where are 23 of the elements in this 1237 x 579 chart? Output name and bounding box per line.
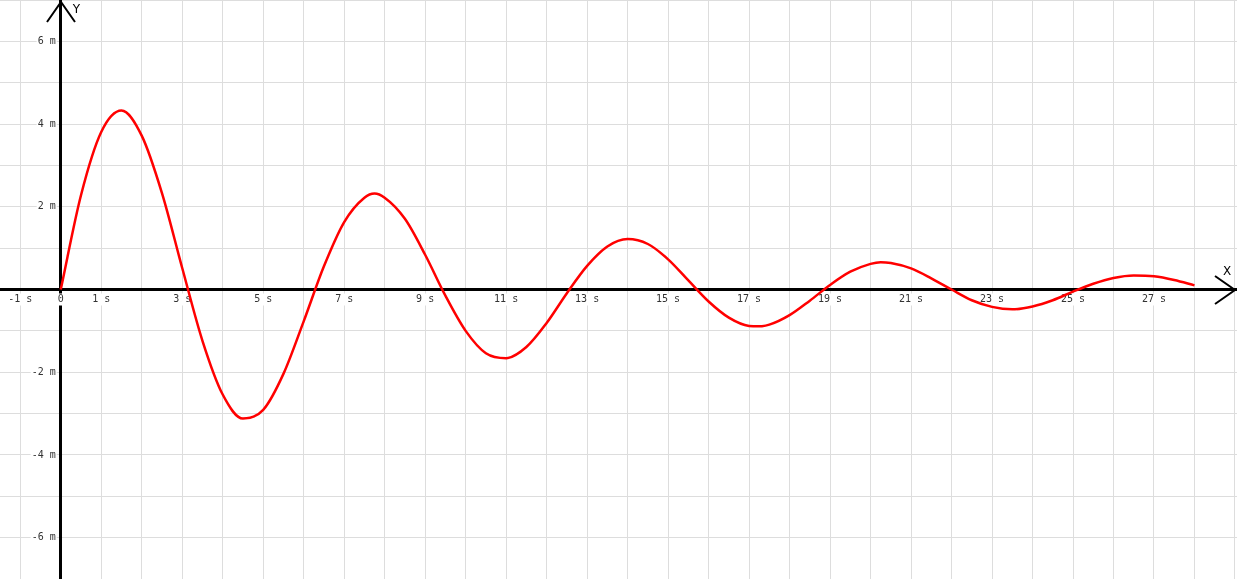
- y-tick-label: 2 m: [37, 200, 56, 212]
- y-tick-label: 4 m: [37, 117, 56, 129]
- x-axis-title: X: [1223, 263, 1232, 278]
- y-tick-label: -2 m: [31, 365, 56, 377]
- y-tick-label: -6 m: [31, 531, 56, 543]
- x-tick-label: 15 s: [656, 293, 681, 305]
- line-series: [59, 109, 1196, 420]
- x-tick-label: -1 s: [8, 293, 33, 305]
- x-tick-label: 17 s: [737, 293, 762, 305]
- x-tick-label: 5 s: [254, 293, 273, 305]
- x-tick-label: 7 s: [335, 293, 354, 305]
- x-tick-label: 21 s: [899, 293, 924, 305]
- y-tick-label: -4 m: [31, 448, 56, 460]
- x-tick-label: 1 s: [92, 293, 111, 305]
- x-tick-label: 19 s: [818, 293, 843, 305]
- x-tick-label: 11 s: [494, 293, 519, 305]
- y-tick-label: 6 m: [37, 34, 56, 46]
- y-axis-title: Y: [72, 2, 81, 16]
- x-tick-label: 9 s: [416, 293, 435, 305]
- x-tick-label: 27 s: [1141, 293, 1167, 305]
- x-tick-label: 23 s: [979, 293, 1005, 305]
- x-tick-label: 13 s: [575, 293, 600, 305]
- x-tick-label: 0: [57, 293, 64, 305]
